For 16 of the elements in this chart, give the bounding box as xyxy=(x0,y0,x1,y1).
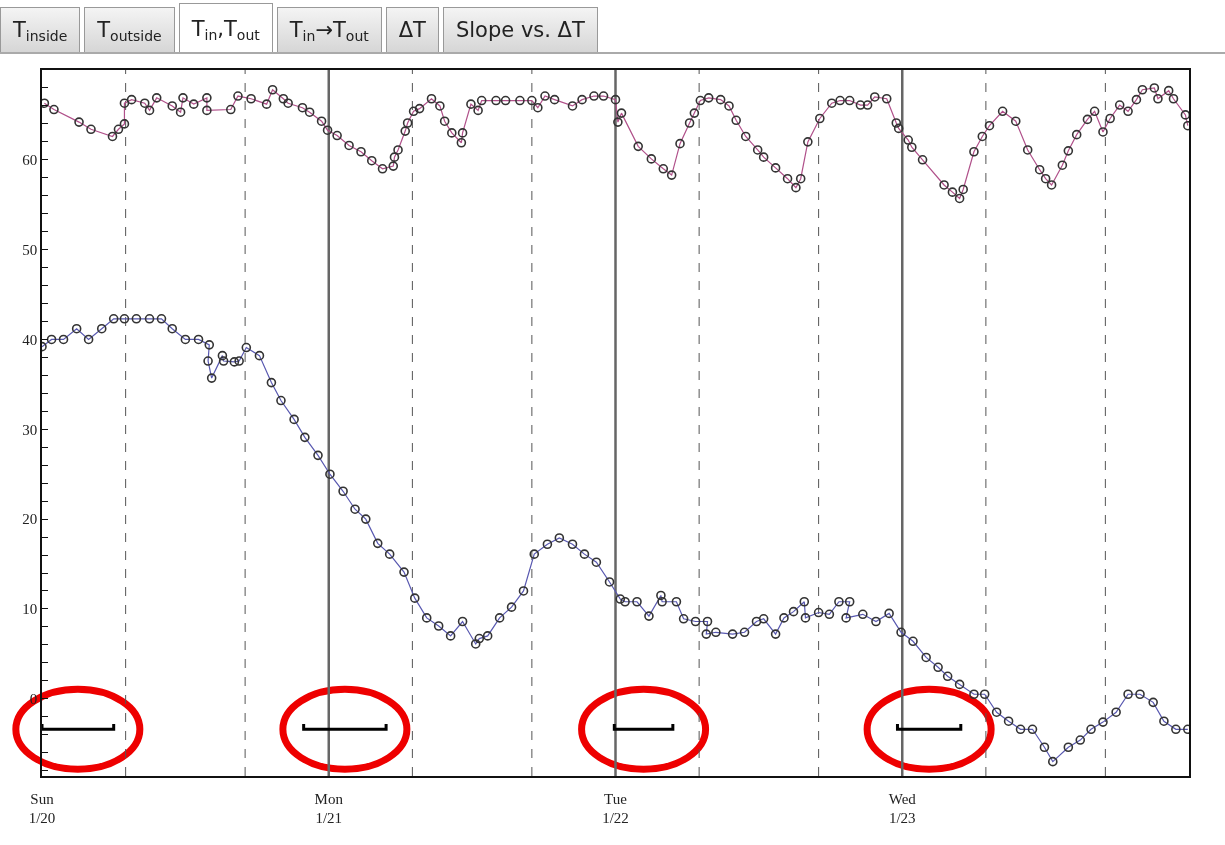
y-tick-label: 40 xyxy=(22,331,38,348)
x-tick-label: Wed 1/23 xyxy=(888,790,917,827)
text: T$_{inside}$ xyxy=(0,7,81,52)
text: T$_{in}$,T$_{out}$ xyxy=(178,3,273,52)
y-tick-label: 10 xyxy=(22,601,38,618)
y-tick-label: 60 xyxy=(22,152,38,169)
y-tick-label: 30 xyxy=(22,421,38,438)
text: Slope vs. ΔT xyxy=(442,7,598,52)
text: T$_{in}$→T$_{out}$ xyxy=(276,7,382,52)
text: T$_{outside}$ xyxy=(84,7,175,52)
y-tick-label: 20 xyxy=(22,511,38,528)
y-tick-label: 50 xyxy=(22,241,38,258)
x-tick-label: Tue 1/22 xyxy=(602,790,629,827)
text: ΔT xyxy=(385,7,439,52)
x-tick-label: Mon 1/21 xyxy=(314,790,344,827)
x-tick-label: Sun 1/20 xyxy=(28,790,56,827)
